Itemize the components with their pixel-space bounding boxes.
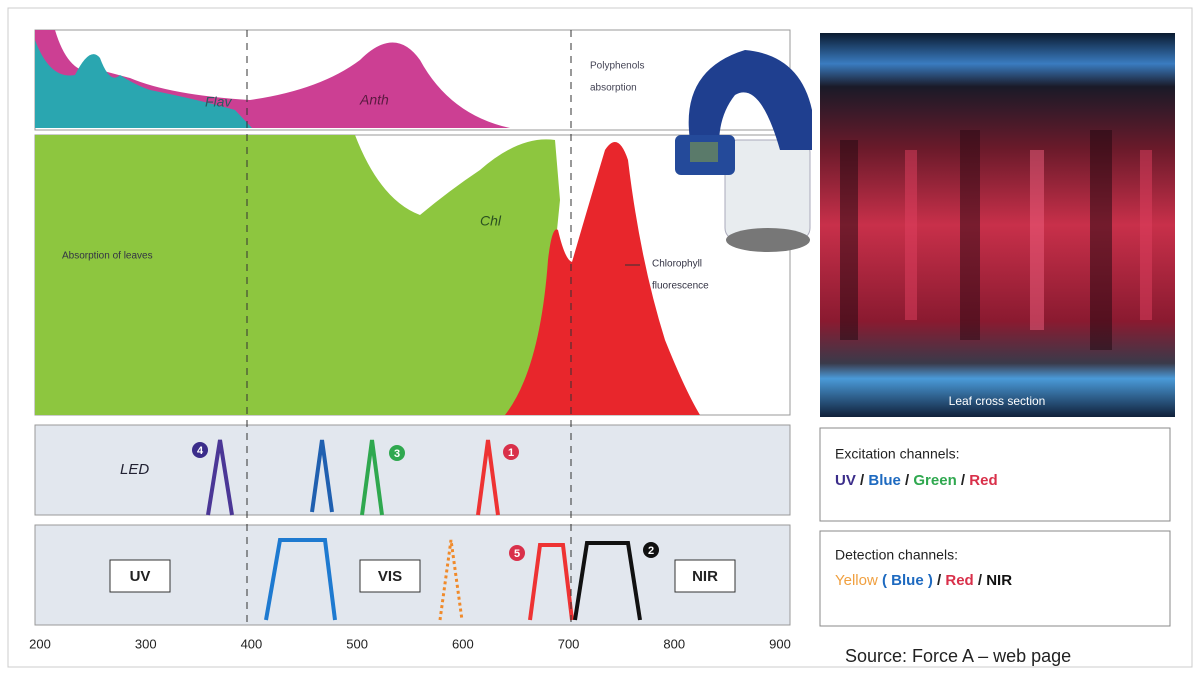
tick-label: 800 — [663, 636, 685, 651]
channel: Red — [969, 472, 997, 489]
fluorescence-label: fluorescence — [652, 281, 709, 292]
marker-label: 1 — [508, 447, 514, 459]
leaf-image — [820, 33, 1175, 417]
chl-label: Chl — [480, 213, 502, 229]
band-label: NIR — [692, 568, 718, 585]
marker-label: 2 — [648, 545, 654, 557]
separator: / — [978, 572, 983, 589]
channel: Blue — [868, 472, 901, 489]
tick-label: 600 — [452, 636, 474, 651]
image-caption: Leaf cross section — [949, 394, 1046, 408]
tick-label: 400 — [241, 636, 263, 651]
band-label: UV — [130, 568, 151, 585]
band-label: VIS — [378, 568, 402, 585]
tick-label: 200 — [29, 636, 51, 651]
paren: ) — [928, 572, 933, 589]
polyphenols-note: absorption — [590, 83, 637, 94]
marker-label: 3 — [394, 448, 400, 460]
fluorescence-label: Chlorophyll — [652, 259, 702, 270]
box-title: Excitation channels: — [835, 446, 960, 462]
wavelength-axis: 200 300 400 500 600 700 800 900 — [29, 636, 791, 651]
channel: UV — [835, 472, 856, 489]
separator: / — [860, 472, 865, 489]
separator: / — [905, 472, 910, 489]
polyphenols-note: Polyphenols — [590, 61, 644, 72]
figure: Flav Anth Polyphenols absorption Absorpt… — [0, 0, 1200, 675]
tick-label: 900 — [769, 636, 791, 651]
channel: NIR — [986, 572, 1012, 589]
chl-absorption — [35, 135, 560, 415]
channel: Blue — [891, 572, 924, 589]
tick-label: 500 — [346, 636, 368, 651]
separator: / — [937, 572, 942, 589]
box-title: Detection channels: — [835, 547, 958, 563]
separator: / — [961, 472, 966, 489]
channel: Red — [945, 572, 973, 589]
tick-label: 700 — [558, 636, 580, 651]
absorption-label: Absorption of leaves — [62, 251, 153, 262]
paren: ( — [882, 572, 887, 589]
marker-label: 4 — [197, 445, 204, 457]
source: Source: Force A – web page — [845, 646, 1071, 666]
channel-line: UV / Blue / Green / Red — [835, 472, 998, 489]
channel: Green — [913, 472, 956, 489]
marker-label: 5 — [514, 548, 520, 560]
led-label: LED — [120, 461, 149, 478]
flav-label: Flav — [205, 94, 232, 110]
tick-label: 300 — [135, 636, 157, 651]
channel-line: Yellow ( Blue ) / Red / NIR — [835, 572, 1012, 589]
anth-label: Anth — [359, 92, 389, 108]
channel: Yellow — [835, 572, 878, 589]
